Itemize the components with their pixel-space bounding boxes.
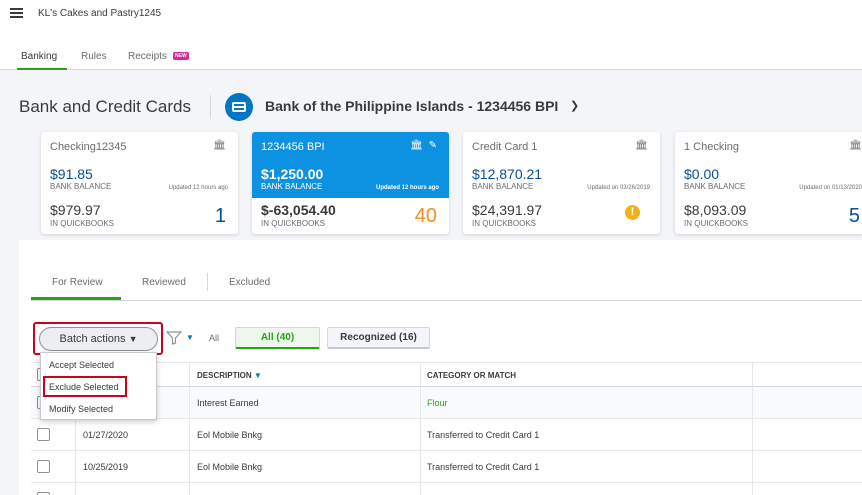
table-row[interactable]: Interest Earned Flour	[31, 387, 862, 419]
tab-banking[interactable]: Banking	[21, 51, 58, 62]
account-card-1234456-bpi[interactable]: 1234456 BPI 🏛 ✎ $1,250.00 BANK BALANCE U…	[252, 132, 449, 234]
tab-receipts[interactable]: Receipts	[128, 51, 167, 62]
account-card-checking12345[interactable]: Checking12345 🏛 $91.85 BANK BALANCE Upda…	[41, 132, 238, 234]
card-qb-label: IN QUICKBOOKS	[472, 219, 537, 228]
header-divider	[210, 95, 211, 119]
review-tabs-divider	[31, 300, 862, 301]
filter-caret-icon[interactable]: ▼	[186, 333, 194, 342]
row-description: Eol Mobile Bnkg	[197, 462, 263, 472]
card-review-count: 5	[848, 205, 860, 227]
card-bank-balance-label: BANK BALANCE	[261, 182, 323, 191]
card-account-name: Checking12345	[50, 141, 127, 153]
account-card-1-checking[interactable]: 1 Checking 🏛 $0.00 BANK BALANCE Updated …	[675, 132, 862, 234]
card-qb-balance: $-63,054.40	[261, 202, 336, 218]
card-qb-balance: $8,093.09	[684, 202, 747, 218]
bank-card-icon	[225, 93, 253, 121]
filter-pill-recognized[interactable]: Recognized (16)	[327, 327, 430, 349]
card-review-count: 1	[214, 205, 226, 227]
sort-caret-icon: ▼	[253, 371, 262, 380]
batch-actions-label: Batch actions	[59, 333, 126, 345]
card-qb-balance: $24,391.97	[472, 202, 543, 218]
active-review-tab-underline	[31, 297, 121, 300]
tab-separator	[207, 273, 208, 291]
row-date: 10/25/2019	[83, 462, 129, 472]
card-updated: Updated on 03/26/2019	[587, 185, 650, 191]
row-category[interactable]: Transferred to Credit Card 1	[427, 462, 540, 472]
pencil-icon[interactable]: ✎	[428, 140, 437, 151]
column-header-category[interactable]: CATEGORY OR MATCH	[427, 371, 517, 380]
filter-value: All	[209, 333, 220, 343]
table-row[interactable]: 10/25/2019 Eol Mobile Bnkg Transferred t…	[31, 451, 862, 483]
card-review-count: 40	[414, 205, 437, 227]
tab-excluded[interactable]: Excluded	[229, 277, 271, 288]
card-bank-balance-label: BANK BALANCE	[472, 182, 534, 191]
new-badge: NEW	[173, 52, 189, 60]
card-bank-balance: $91.85	[50, 166, 93, 182]
hamburger-menu-icon[interactable]	[10, 8, 23, 18]
card-account-name: Credit Card 1	[472, 141, 538, 153]
card-qb-balance: $979.97	[50, 202, 101, 218]
company-name: KL's Cakes and Pastry1245	[38, 8, 162, 19]
column-divider	[189, 362, 190, 495]
row-description: Eol Mobile Bnkg	[197, 430, 263, 440]
tab-rules[interactable]: Rules	[81, 51, 107, 62]
bank-icon: 🏛	[849, 140, 862, 151]
tab-for-review[interactable]: For Review	[52, 277, 103, 288]
card-qb-label: IN QUICKBOOKS	[684, 219, 749, 228]
top-bar: KL's Cakes and Pastry1245	[0, 0, 862, 30]
tab-reviewed[interactable]: Reviewed	[142, 277, 186, 288]
card-bank-balance-label: BANK BALANCE	[684, 182, 746, 191]
menu-item-modify-selected[interactable]: Modify Selected	[49, 404, 114, 414]
row-checkbox[interactable]	[37, 428, 50, 441]
row-description: Interest Earned	[197, 398, 259, 408]
row-checkbox[interactable]	[37, 460, 50, 473]
filter-icon[interactable]	[166, 331, 182, 345]
card-qb-label: IN QUICKBOOKS	[261, 219, 326, 228]
row-date: 01/27/2020	[83, 430, 129, 440]
column-divider	[752, 362, 753, 495]
card-bank-balance: $1,250.00	[261, 166, 324, 182]
column-divider	[420, 362, 421, 495]
filter-pill-all[interactable]: All (40)	[235, 327, 320, 349]
account-selector[interactable]: Bank of the Philippine Islands - 1234456…	[265, 98, 559, 114]
row-category[interactable]: Flour	[427, 398, 448, 408]
column-divider	[75, 362, 76, 495]
card-updated: Updated 12 hours ago	[375, 185, 439, 191]
card-bank-balance-label: BANK BALANCE	[50, 182, 112, 191]
column-header-description[interactable]: DESCRIPTION ▼	[197, 371, 262, 380]
batch-actions-menu: Accept Selected Exclude Selected Modify …	[40, 352, 157, 420]
bank-icon: 🏛	[635, 140, 648, 151]
bank-icon: 🏛	[410, 140, 423, 151]
table-row[interactable]: 01/27/2020 Eol Mobile Bnkg Transferred t…	[31, 419, 862, 451]
active-tab-underline	[17, 68, 67, 70]
banking-subtabs: Banking Rules Receipts NEW	[0, 30, 862, 70]
caret-down-icon: ▼	[128, 334, 138, 344]
menu-item-accept-selected[interactable]: Accept Selected	[49, 360, 115, 370]
card-updated: Updated on 01/13/2020	[799, 185, 862, 191]
card-header-band	[252, 132, 449, 198]
card-bank-balance: $12,870.21	[472, 166, 543, 182]
card-bank-balance: $0.00	[684, 166, 720, 182]
batch-actions-button[interactable]: Batch actions ▼	[39, 327, 158, 351]
table-row[interactable]	[31, 483, 862, 495]
card-updated: Updated 12 hours ago	[168, 185, 228, 191]
card-qb-label: IN QUICKBOOKS	[50, 219, 115, 228]
warning-icon[interactable]: !	[625, 205, 640, 220]
chevron-down-icon[interactable]: ❯	[570, 100, 580, 112]
menu-item-exclude-selected[interactable]: Exclude Selected	[49, 382, 119, 392]
card-account-name: 1234456 BPI	[261, 141, 325, 153]
account-card-credit-card-1[interactable]: Credit Card 1 🏛 $12,870.21 BANK BALANCE …	[463, 132, 660, 234]
bank-icon: 🏛	[213, 140, 226, 151]
row-checkbox[interactable]	[37, 492, 50, 495]
row-category[interactable]: Transferred to Credit Card 1	[427, 430, 540, 440]
card-account-name: 1 Checking	[684, 141, 740, 153]
page-title: Bank and Credit Cards	[19, 97, 191, 116]
